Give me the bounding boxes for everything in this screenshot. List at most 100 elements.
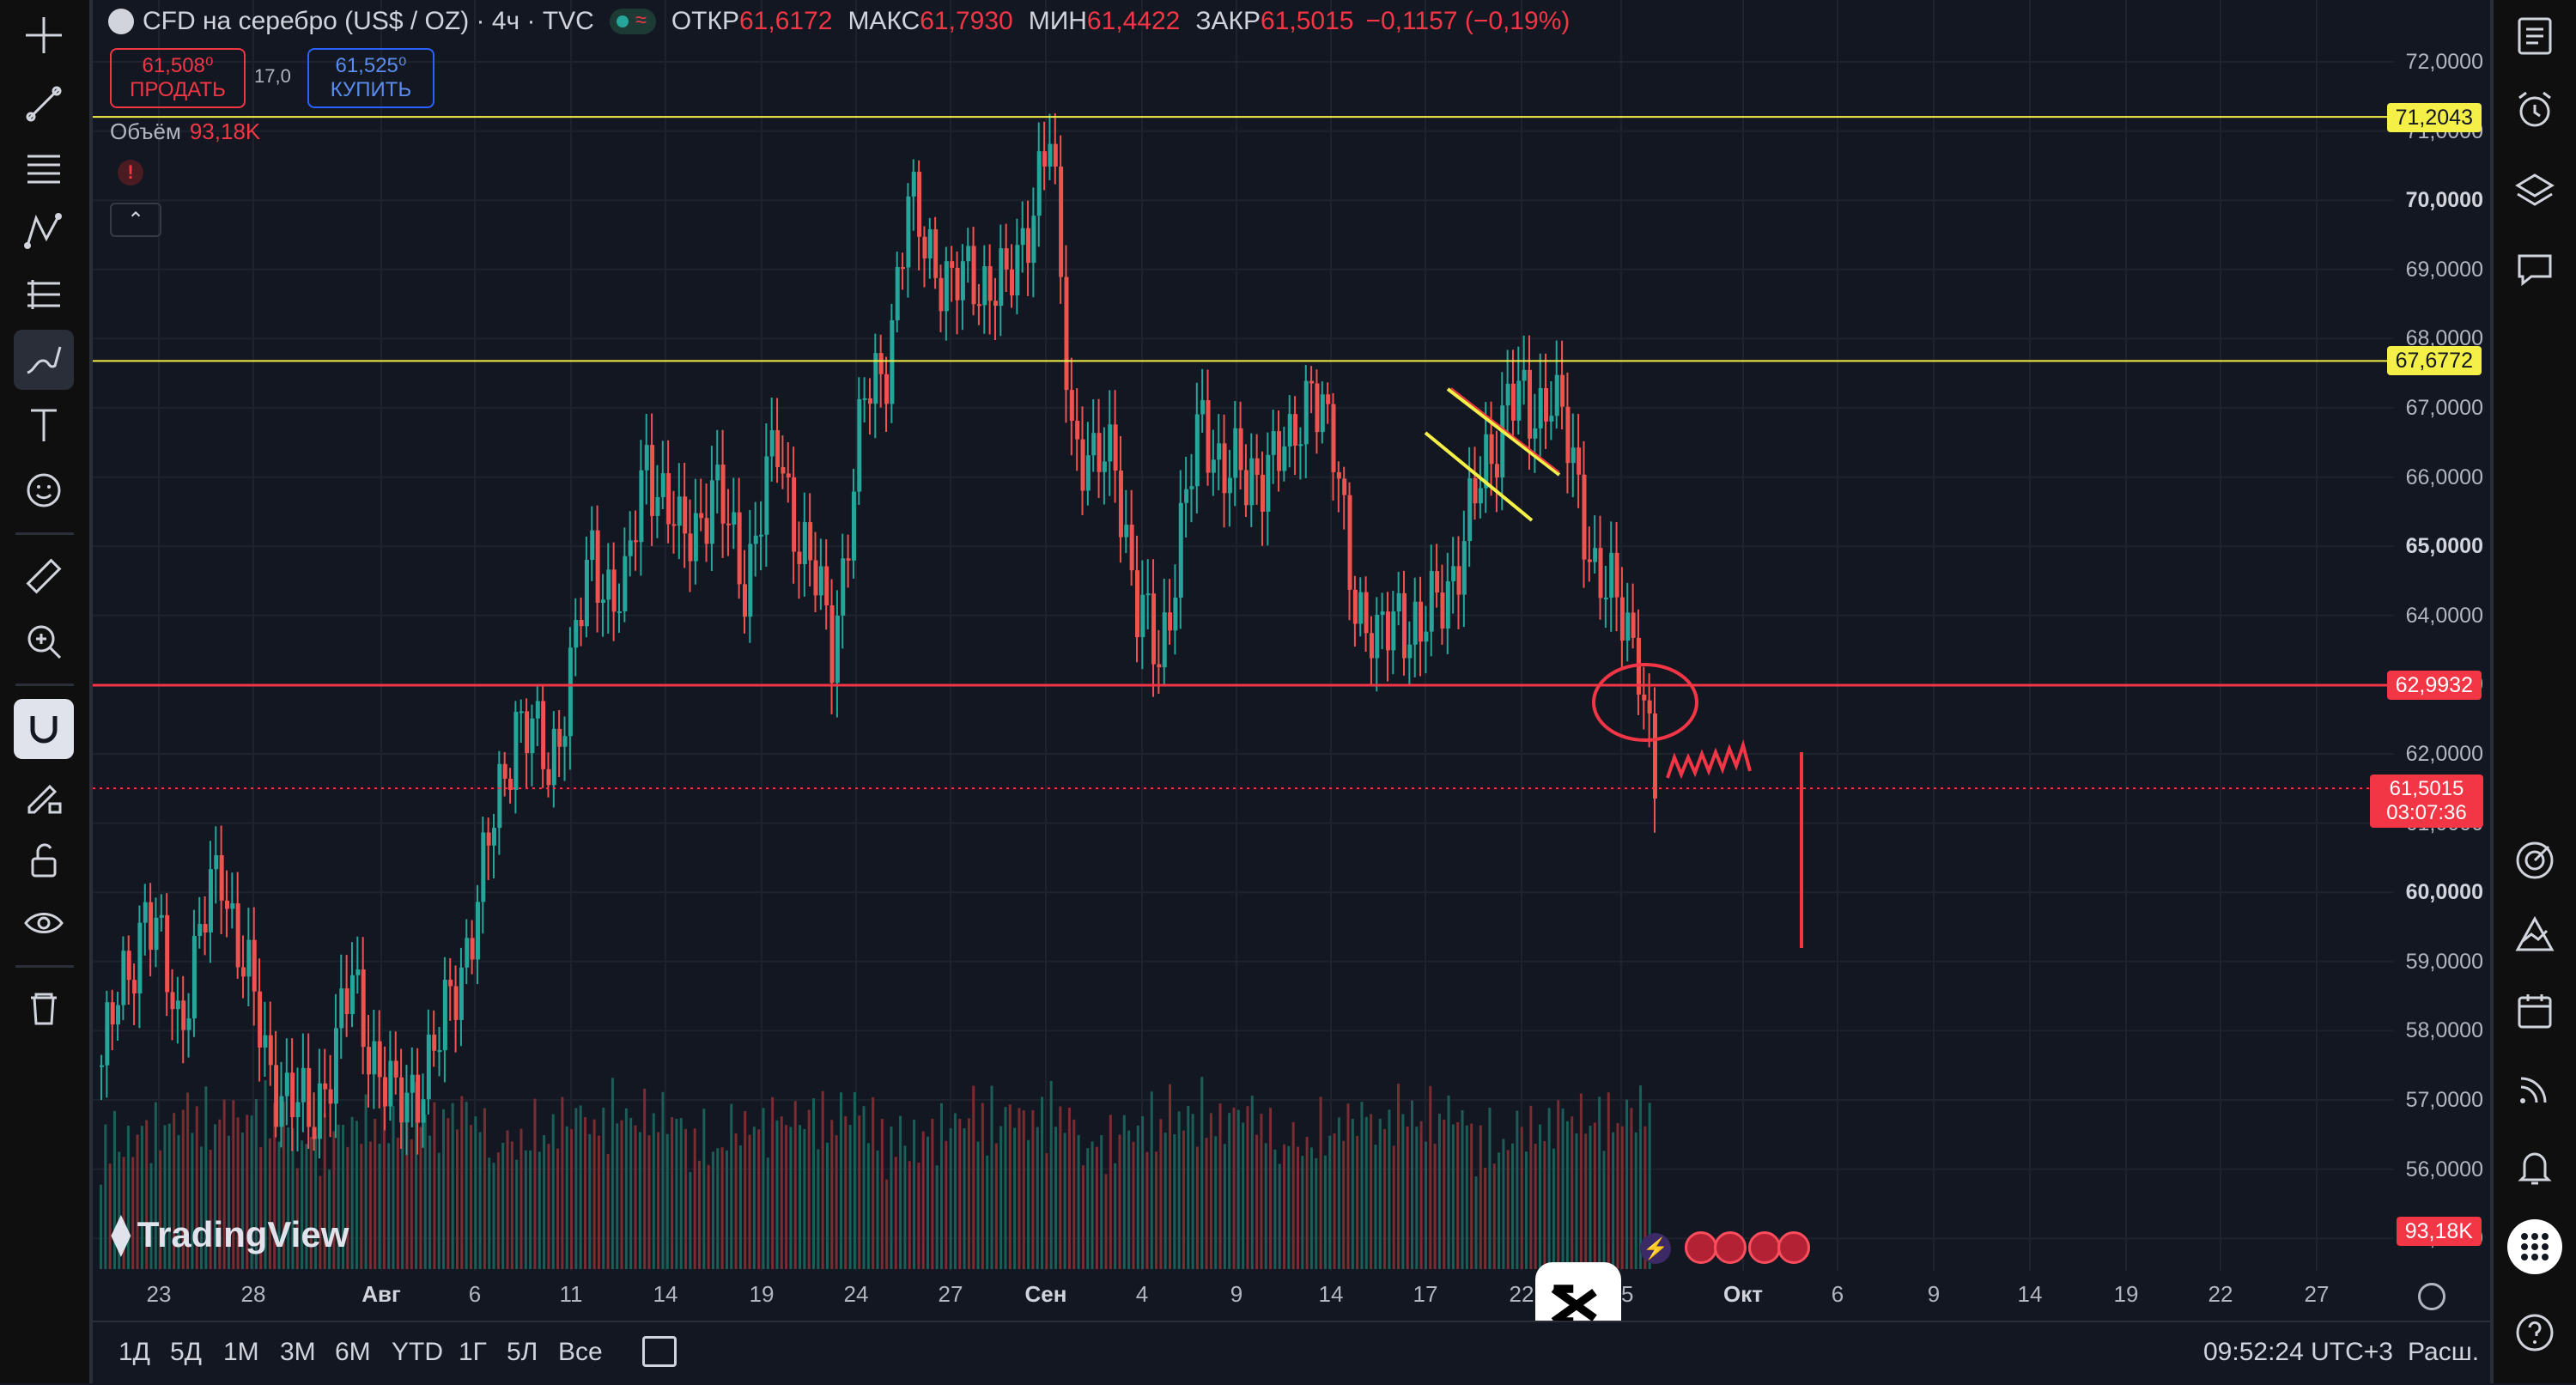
lock-draw-icon[interactable] (14, 766, 74, 826)
volume-bar (1602, 1151, 1606, 1269)
level-tag-3[interactable]: 62,9932 (2386, 671, 2482, 700)
candle-body (367, 1047, 372, 1075)
range-button[interactable]: 1Д (118, 1338, 151, 1366)
notifications-icon[interactable] (2509, 1140, 2561, 1192)
watchlist-icon[interactable] (2509, 10, 2561, 62)
us-flag-icon[interactable] (1777, 1231, 1810, 1264)
candle-body (459, 967, 464, 1020)
date-range-icon[interactable] (642, 1336, 677, 1367)
volume-bar (890, 1127, 893, 1269)
time-axis-label: 19 (2113, 1281, 2139, 1307)
chat-icon[interactable] (2509, 244, 2561, 295)
alarm-icon[interactable] (2509, 84, 2561, 136)
crosshair-icon[interactable] (14, 5, 74, 65)
candle-body (644, 445, 649, 471)
emoji-icon[interactable] (14, 460, 74, 520)
scale-settings[interactable]: Расш. (2408, 1338, 2480, 1366)
symbol-title[interactable]: CFD на серебро (US$ / OZ) · 4ч · TVC (143, 7, 594, 35)
volume-bar (488, 1157, 491, 1269)
volume-bar (1437, 1114, 1441, 1269)
buy-button[interactable]: 61,525⁰ КУПИТЬ (307, 48, 434, 108)
eye-icon[interactable] (14, 893, 74, 953)
help-icon[interactable] (2509, 1307, 2561, 1358)
candle-body (1222, 443, 1227, 494)
volume-bar (1086, 1148, 1090, 1269)
magnet-icon[interactable] (14, 699, 74, 759)
candle-body (541, 701, 546, 769)
volume-bar (1620, 1126, 1624, 1269)
volume-bar (565, 1126, 568, 1269)
range-button[interactable]: Все (558, 1338, 603, 1366)
us-flag-icon[interactable] (1685, 1231, 1717, 1264)
volume-bar (1209, 1113, 1212, 1269)
candle-body (1445, 580, 1450, 629)
calendar-icon[interactable] (2509, 986, 2561, 1037)
candle-body (214, 854, 219, 870)
volume-bar (1598, 1096, 1601, 1269)
candle-body (191, 936, 197, 1019)
candle-body (224, 900, 229, 909)
volume-bar (364, 1094, 368, 1269)
chart-header: CFD на серебро (US$ / OZ) · 4ч · TVC ≈ О… (108, 0, 1570, 43)
candle-body (175, 1000, 180, 1010)
ruler-icon[interactable] (14, 546, 74, 606)
feed-icon[interactable] (2509, 1063, 2561, 1115)
layers-icon[interactable] (2509, 165, 2561, 216)
unlock-icon[interactable] (14, 829, 74, 890)
zoom-icon[interactable] (14, 611, 74, 671)
volume-bar (588, 1133, 592, 1269)
sell-price: 61,508⁰ (142, 54, 214, 77)
volume-bar (1187, 1105, 1190, 1269)
pattern-icon[interactable] (14, 201, 74, 261)
time-axis-label: Окт (1723, 1281, 1763, 1307)
volume-bar (817, 1149, 820, 1269)
volume-bar (848, 1125, 852, 1269)
volume-bar (1511, 1143, 1515, 1269)
fib-lines-icon[interactable] (14, 137, 74, 197)
level-tag-2[interactable]: 67,6772 (2386, 346, 2482, 375)
warning-icon[interactable]: ! (118, 160, 143, 185)
axis-settings-icon[interactable] (2418, 1283, 2445, 1310)
candle-body (851, 491, 856, 561)
us-flag-icon[interactable] (1714, 1231, 1747, 1264)
us-flag-icon[interactable] (1748, 1231, 1781, 1264)
range-button[interactable]: 5Д (170, 1338, 203, 1366)
candle-body (808, 522, 813, 561)
range-button[interactable]: 1Г (459, 1338, 487, 1366)
trash-icon[interactable] (14, 979, 74, 1039)
apps-grid-icon[interactable] (2507, 1219, 2562, 1274)
candle-body (416, 1074, 421, 1123)
range-button[interactable]: YTD (392, 1338, 443, 1366)
volume-legend[interactable]: Объём 93,18K (110, 118, 260, 145)
candle-body (442, 979, 447, 1051)
lightning-icon[interactable]: ⚡ (1640, 1233, 1671, 1264)
ideas-icon[interactable] (2509, 908, 2561, 960)
prediction-icon[interactable] (14, 264, 74, 325)
sell-button[interactable]: 61,508⁰ ПРОДАТЬ (110, 48, 246, 108)
level-tag-1[interactable]: 71,2043 (2386, 103, 2482, 132)
volume-bar (355, 1121, 358, 1269)
range-button[interactable]: 6М (335, 1338, 371, 1366)
candle-body (1184, 489, 1189, 503)
range-button[interactable]: 1М (223, 1338, 259, 1366)
candle-body (1473, 477, 1478, 504)
candle-body (884, 374, 890, 404)
brush-icon[interactable] (14, 330, 74, 390)
candle-body (1315, 383, 1320, 433)
candle-body (1647, 700, 1652, 714)
target-icon[interactable] (2509, 835, 2561, 886)
volume-bar (1498, 1152, 1501, 1269)
collapse-legend-button[interactable]: ⌃ (110, 203, 161, 237)
volume-bar (1479, 1125, 1482, 1269)
candle-body (950, 261, 955, 268)
range-button[interactable]: 5Л (507, 1338, 538, 1366)
text-icon[interactable] (14, 395, 74, 455)
clock[interactable]: 09:52:24 UTC+3 (2203, 1338, 2393, 1366)
price-axis-label: 62,0000 (2405, 742, 2483, 766)
trend-line-icon[interactable] (14, 74, 74, 134)
chart-area[interactable] (93, 0, 2494, 1314)
time-axis-label: 11 (559, 1281, 583, 1307)
range-button[interactable]: 3М (280, 1338, 316, 1366)
volume-bar (1411, 1100, 1414, 1269)
volume-bar (1538, 1124, 1541, 1269)
